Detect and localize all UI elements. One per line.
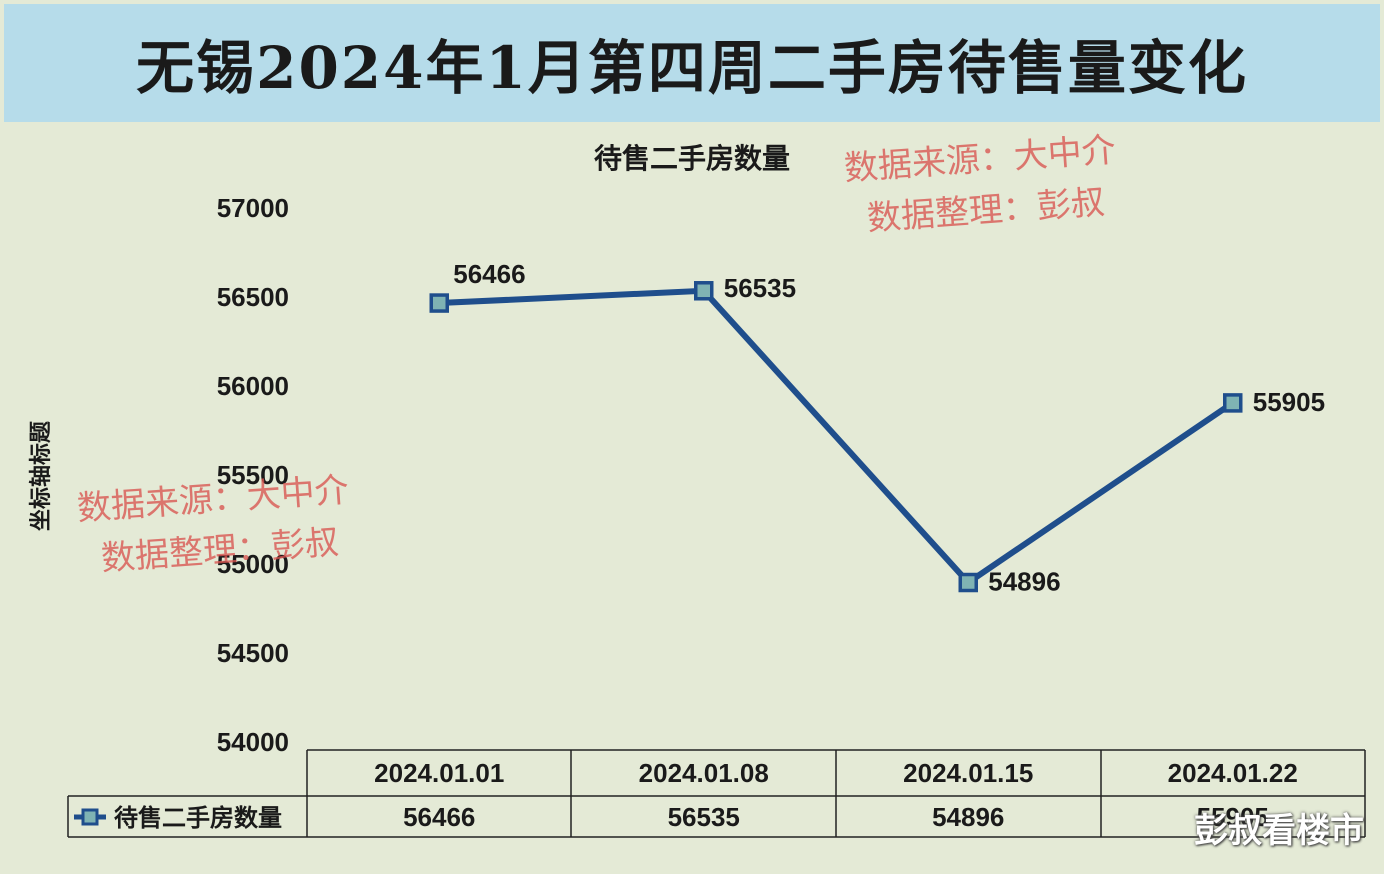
- watermark-source-left: 数据来源：大中介: [76, 470, 350, 529]
- series-line: [439, 287, 1235, 587]
- data-label: 54896: [988, 567, 1060, 597]
- y-axis-title: 坐标轴标题: [28, 420, 54, 531]
- watermark-source-top: 数据来源：大中介: [843, 130, 1117, 189]
- watermark-editor-top: 数据整理：彭叔: [866, 182, 1106, 239]
- chart-title: 待售二手房数量: [594, 142, 790, 175]
- y-tick-label: 57000: [217, 193, 289, 223]
- y-tick-label: 56000: [217, 371, 289, 401]
- line-chart: 待售二手房数量 坐标轴标题 54000545005500055500560005…: [28, 130, 1366, 838]
- y-tick-label: 55500: [217, 460, 289, 490]
- title-banner: 无锡2024年1月第四周二手房待售量变化: [4, 4, 1380, 122]
- y-tick-label: 56500: [217, 282, 289, 312]
- table-value-cell: 55905: [1197, 802, 1269, 832]
- y-tick-label: 54000: [217, 727, 289, 757]
- data-table: 2024.01.01 56466 2024.01.08 56535 2024.01.15…: [67, 749, 1366, 838]
- y-tick-label: 54500: [217, 638, 289, 668]
- series-layer: 56466 56535 54896 55905: [429, 259, 1325, 597]
- data-label: 56535: [724, 273, 796, 303]
- legend-key: [74, 808, 106, 826]
- table-value-cell: 56535: [668, 802, 740, 832]
- watermark-editor-left: 数据整理：彭叔: [100, 522, 340, 579]
- table-header-cell: 2024.01.01: [374, 758, 504, 788]
- page-title: 无锡2024年1月第四周二手房待售量变化: [136, 34, 1248, 102]
- table-header-cell: 2024.01.08: [639, 758, 769, 788]
- legend-series-name: 待售二手房数量: [114, 804, 282, 832]
- data-point-marker: [694, 281, 714, 301]
- table-value-cell: 56466: [403, 802, 475, 832]
- y-tick-label: 55000: [217, 549, 289, 579]
- table-header-cell: 2024.01.15: [903, 758, 1033, 788]
- data-point-marker: [429, 293, 449, 313]
- table-header-cell: 2024.01.22: [1168, 758, 1298, 788]
- data-label: 55905: [1253, 387, 1325, 417]
- table-value-cell: 54896: [932, 802, 1004, 832]
- data-point-marker: [958, 572, 978, 593]
- data-point-marker: [1223, 393, 1243, 413]
- y-axis-ticks: 54000 54500 55000 55500 56000 56500 57000: [217, 193, 289, 757]
- data-label: 56466: [453, 259, 525, 289]
- brand-watermark: 彭叔看楼市: [1194, 811, 1364, 851]
